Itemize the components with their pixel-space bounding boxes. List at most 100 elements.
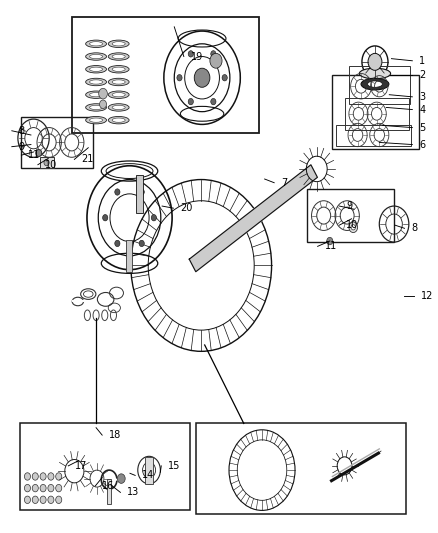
Ellipse shape	[112, 67, 125, 71]
Bar	[332, 75, 419, 149]
Bar	[336, 125, 410, 146]
Ellipse shape	[86, 66, 106, 73]
Ellipse shape	[48, 484, 54, 492]
Ellipse shape	[112, 118, 125, 122]
Ellipse shape	[86, 40, 106, 47]
Text: 10: 10	[346, 220, 359, 230]
Ellipse shape	[108, 78, 129, 86]
Text: 1: 1	[419, 56, 425, 66]
Ellipse shape	[32, 496, 38, 504]
Circle shape	[115, 240, 120, 247]
Ellipse shape	[367, 81, 382, 87]
Text: 20: 20	[180, 203, 193, 213]
Text: 2: 2	[419, 70, 426, 79]
Ellipse shape	[108, 91, 129, 99]
Bar	[20, 423, 190, 511]
Text: 3: 3	[419, 92, 425, 102]
Bar	[345, 98, 409, 130]
Ellipse shape	[361, 78, 389, 90]
Text: 8: 8	[411, 223, 417, 233]
Text: 21: 21	[81, 155, 94, 164]
Bar	[21, 117, 93, 168]
Ellipse shape	[108, 116, 129, 124]
Ellipse shape	[48, 496, 54, 504]
Circle shape	[349, 222, 357, 232]
Ellipse shape	[112, 42, 125, 46]
Ellipse shape	[32, 473, 38, 480]
Circle shape	[139, 240, 144, 247]
Text: 19: 19	[191, 52, 203, 61]
Text: 10: 10	[45, 160, 57, 169]
Ellipse shape	[86, 78, 106, 86]
Polygon shape	[189, 165, 318, 272]
Circle shape	[211, 51, 216, 57]
Ellipse shape	[32, 484, 38, 492]
Circle shape	[177, 75, 182, 81]
Ellipse shape	[25, 484, 31, 492]
Ellipse shape	[112, 80, 125, 84]
Circle shape	[151, 215, 156, 221]
Ellipse shape	[25, 496, 31, 504]
Circle shape	[44, 159, 49, 166]
Circle shape	[36, 149, 42, 157]
Bar	[136, 175, 143, 214]
Ellipse shape	[56, 473, 62, 480]
Ellipse shape	[25, 473, 31, 480]
Bar	[72, 17, 259, 133]
Circle shape	[102, 215, 108, 221]
Bar	[307, 189, 394, 242]
Text: 7: 7	[281, 177, 287, 188]
Ellipse shape	[86, 91, 106, 99]
Circle shape	[222, 75, 227, 81]
Ellipse shape	[89, 54, 102, 59]
Text: 17: 17	[75, 461, 88, 471]
Text: 11: 11	[28, 150, 41, 160]
Text: 6: 6	[419, 140, 425, 150]
Ellipse shape	[40, 496, 46, 504]
Circle shape	[99, 100, 106, 109]
Circle shape	[188, 99, 194, 105]
Text: 4: 4	[419, 104, 425, 115]
Circle shape	[368, 53, 382, 70]
Ellipse shape	[40, 473, 46, 480]
Bar	[39, 157, 53, 168]
Bar	[107, 479, 111, 504]
Text: 5: 5	[419, 123, 426, 133]
Bar	[349, 66, 410, 104]
Ellipse shape	[56, 484, 62, 492]
Bar	[145, 457, 152, 484]
Ellipse shape	[48, 473, 54, 480]
Ellipse shape	[86, 104, 106, 111]
Text: 12: 12	[421, 291, 433, 301]
Bar	[196, 423, 406, 514]
Circle shape	[115, 189, 120, 195]
Ellipse shape	[56, 496, 62, 504]
Ellipse shape	[86, 53, 106, 60]
Bar	[127, 240, 132, 272]
Ellipse shape	[89, 67, 102, 71]
Ellipse shape	[89, 118, 102, 122]
Text: 16: 16	[102, 481, 114, 491]
Ellipse shape	[108, 66, 129, 73]
Ellipse shape	[89, 80, 102, 84]
Text: 9: 9	[346, 201, 353, 211]
Text: 13: 13	[127, 487, 140, 497]
Ellipse shape	[108, 104, 129, 111]
Text: 9: 9	[19, 142, 25, 152]
Ellipse shape	[89, 42, 102, 46]
Ellipse shape	[112, 54, 125, 59]
Circle shape	[188, 51, 194, 57]
Text: 18: 18	[109, 430, 121, 440]
Circle shape	[139, 189, 144, 195]
Ellipse shape	[86, 116, 106, 124]
Ellipse shape	[40, 484, 46, 492]
Ellipse shape	[108, 53, 129, 60]
Text: 14: 14	[142, 471, 154, 480]
Ellipse shape	[112, 106, 125, 110]
Circle shape	[99, 88, 107, 99]
Circle shape	[194, 68, 210, 87]
Ellipse shape	[89, 106, 102, 110]
Text: 8: 8	[19, 126, 25, 136]
Circle shape	[327, 237, 333, 245]
Text: 11: 11	[325, 241, 337, 252]
